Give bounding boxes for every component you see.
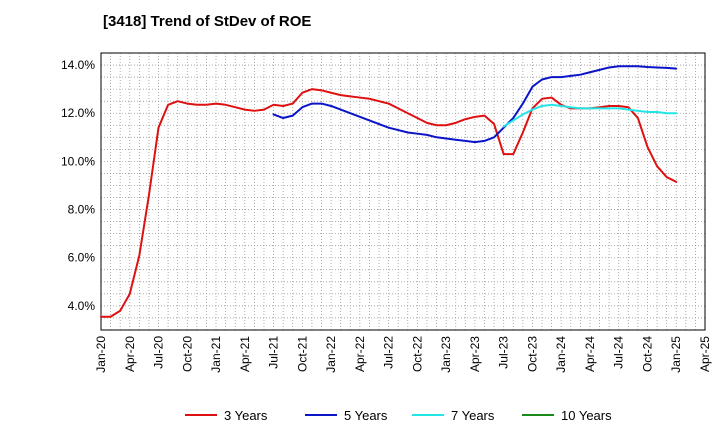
legend-label: 10 Years bbox=[561, 408, 612, 423]
series-line-5-years bbox=[272, 65, 678, 144]
x-tick-label: Jul-21 bbox=[267, 336, 281, 369]
x-tick-label: Jul-22 bbox=[382, 336, 396, 369]
x-tick-label: Oct-20 bbox=[180, 336, 194, 372]
x-tick-label: Oct-23 bbox=[525, 336, 539, 372]
x-axis-ticks: Jan-20 Apr-20 Jul-20 Oct-20 Jan-21 Apr-21 Jul-… bbox=[94, 336, 712, 373]
x-tick-label: Apr-23 bbox=[468, 336, 482, 372]
x-tick-label: Apr-24 bbox=[583, 336, 597, 372]
legend: 3 Years 5 Years 7 Years 10 Years bbox=[185, 408, 612, 423]
x-tick-label: Jul-23 bbox=[497, 336, 511, 369]
x-tick-label: Jan-24 bbox=[554, 336, 568, 373]
series-line-3-years bbox=[100, 88, 678, 318]
x-tick-label: Jul-24 bbox=[612, 336, 626, 369]
x-tick-label: Apr-25 bbox=[698, 336, 712, 372]
x-tick-label: Oct-21 bbox=[295, 336, 309, 372]
x-tick-label: Jan-25 bbox=[669, 336, 683, 373]
x-tick-label: Jan-21 bbox=[209, 336, 223, 373]
y-tick-label: 14.0% bbox=[61, 58, 95, 72]
x-tick-label: Apr-22 bbox=[353, 336, 367, 372]
y-tick-label: 8.0% bbox=[68, 203, 96, 217]
plot-area-frame bbox=[100, 52, 706, 331]
y-tick-label: 12.0% bbox=[61, 106, 95, 120]
y-tick-label: 10.0% bbox=[61, 154, 95, 168]
x-tick-label: Jan-22 bbox=[324, 336, 338, 373]
y-tick-label: 4.0% bbox=[68, 299, 96, 313]
x-tick-label: Apr-21 bbox=[238, 336, 252, 372]
legend-label: 5 Years bbox=[344, 408, 388, 423]
x-tick-label: Jul-20 bbox=[152, 336, 166, 369]
legend-label: 3 Years bbox=[224, 408, 268, 423]
series-layer bbox=[100, 65, 678, 318]
series-line-7-years bbox=[502, 103, 678, 128]
chart-title: [3418] Trend of StDev of ROE bbox=[103, 13, 312, 30]
legend-label: 7 Years bbox=[451, 408, 495, 423]
y-axis-ticks: 4.0% 6.0% 8.0% 10.0% 12.0% 14.0% bbox=[61, 58, 95, 313]
x-tick-label: Oct-24 bbox=[640, 336, 654, 372]
x-tick-label: Jan-23 bbox=[439, 336, 453, 373]
x-tick-label: Jan-20 bbox=[94, 336, 108, 373]
x-tick-label: Oct-22 bbox=[410, 336, 424, 372]
y-tick-label: 6.0% bbox=[68, 251, 96, 265]
grid bbox=[101, 53, 705, 330]
x-tick-label: Apr-20 bbox=[123, 336, 137, 372]
